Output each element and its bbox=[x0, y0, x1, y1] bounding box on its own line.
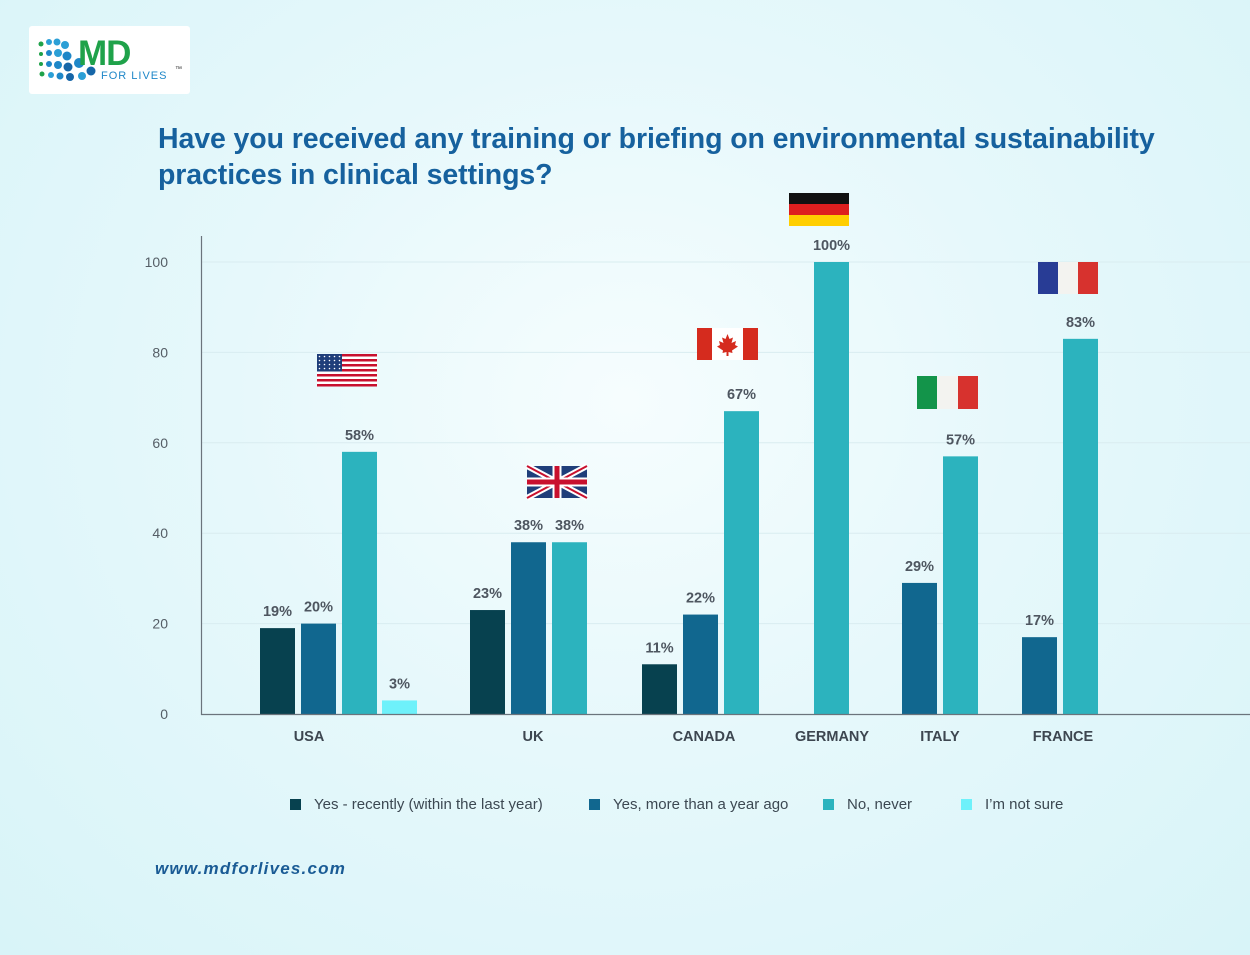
legend-swatch-recently bbox=[290, 799, 301, 810]
bar-italy-series-3 bbox=[943, 456, 978, 714]
bar-uk-series-2 bbox=[511, 542, 546, 714]
data-label-usa-series-3: 58% bbox=[345, 428, 374, 444]
data-label-usa-series-4: 3% bbox=[389, 676, 410, 692]
footer-url[interactable]: www.mdforlives.com bbox=[155, 859, 347, 878]
bar-usa-series-1 bbox=[260, 628, 295, 714]
bar-france-series-3 bbox=[1063, 338, 1098, 714]
y-tick-label: 20 bbox=[152, 616, 168, 632]
y-tick-label: 0 bbox=[160, 706, 168, 722]
bar-canada-series-3 bbox=[724, 411, 759, 714]
data-label-usa-series-1: 19% bbox=[263, 604, 292, 620]
bar-germany-series-3 bbox=[814, 262, 849, 714]
data-label-italy-series-3: 57% bbox=[946, 432, 975, 448]
data-labels: 19% 20% 58% 3% 23% 38% 38% 11% 22% 67% 100% 29% 57% 1… bbox=[263, 238, 1095, 692]
bars bbox=[260, 262, 1098, 714]
bar-france-series-2 bbox=[1022, 637, 1057, 714]
data-label-canada-series-3: 67% bbox=[727, 387, 756, 403]
canada-flag-icon bbox=[697, 328, 758, 360]
data-label-canada-series-2: 22% bbox=[686, 591, 715, 607]
legend-label-not-sure: I’m not sure bbox=[985, 796, 1064, 813]
chart-title: Have you received any training or briefi… bbox=[158, 123, 1155, 191]
bar-canada-series-2 bbox=[683, 614, 718, 714]
legend-label-over-a-year: Yes, more than a year ago bbox=[613, 796, 789, 813]
y-tick-label: 60 bbox=[152, 435, 168, 451]
category-label-italy: ITALY bbox=[920, 729, 960, 745]
y-tick-label: 100 bbox=[145, 254, 169, 270]
logo-text: MD bbox=[78, 34, 131, 73]
data-label-italy-series-2: 29% bbox=[905, 559, 934, 575]
category-label-germany: GERMANY bbox=[795, 729, 869, 745]
y-axis-ticks: 0 20 40 60 80 100 bbox=[145, 254, 169, 722]
bar-canada-series-1 bbox=[642, 664, 677, 714]
legend-label-recently: Yes - recently (within the last year) bbox=[314, 796, 543, 813]
data-label-france-series-3: 83% bbox=[1066, 315, 1095, 331]
y-tick-label: 80 bbox=[152, 344, 168, 360]
data-label-canada-series-1: 11% bbox=[645, 640, 673, 656]
category-label-canada: CANADA bbox=[673, 729, 736, 745]
logo-trademark: ™ bbox=[175, 66, 182, 73]
italy-flag-icon bbox=[917, 376, 978, 409]
data-label-france-series-2: 17% bbox=[1025, 613, 1054, 629]
data-label-uk-series-1: 23% bbox=[473, 586, 502, 602]
legend-label-never: No, never bbox=[847, 796, 913, 813]
data-label-uk-series-3: 38% bbox=[555, 518, 584, 534]
data-label-usa-series-2: 20% bbox=[304, 600, 333, 616]
bar-usa-series-3 bbox=[342, 451, 377, 714]
legend-swatch-not-sure bbox=[961, 799, 972, 810]
us-flag-icon bbox=[317, 354, 377, 387]
legend-item-not-sure: I’m not sure bbox=[961, 796, 1063, 813]
legend-swatch-never bbox=[823, 799, 834, 810]
legend-item-recently: Yes - recently (within the last year) bbox=[290, 796, 543, 813]
logo-subtext: FOR LIVES bbox=[101, 70, 168, 82]
bar-chart: 0 20 40 60 80 100 19% 20% 58% 3% 23% 38% 38% 11% 22% 6… bbox=[145, 193, 1250, 745]
bar-uk-series-1 bbox=[470, 610, 505, 714]
bar-uk-series-3 bbox=[552, 542, 587, 714]
germany-flag-icon bbox=[789, 193, 849, 226]
mdforlives-logo: MD FOR LIVES ™ bbox=[29, 26, 190, 94]
bar-usa-series-4 bbox=[382, 700, 417, 714]
legend-swatch-over-a-year bbox=[589, 799, 600, 810]
country-flags bbox=[317, 193, 1098, 501]
data-label-germany-series-3: 100% bbox=[813, 238, 850, 254]
legend: Yes - recently (within the last year) Ye… bbox=[0, 796, 1250, 818]
france-flag-icon bbox=[1038, 262, 1098, 294]
logo-dots-icon bbox=[38, 38, 96, 81]
bar-italy-series-2 bbox=[902, 582, 937, 714]
category-label-france: FRANCE bbox=[1033, 729, 1094, 745]
data-label-uk-series-2: 38% bbox=[514, 518, 543, 534]
legend-item-never: No, never bbox=[823, 796, 912, 813]
uk-flag-icon bbox=[525, 463, 589, 501]
y-tick-label: 40 bbox=[152, 525, 168, 541]
x-axis-categories: USA UK CANADA GERMANY ITALY FRANCE bbox=[294, 729, 1094, 745]
bar-usa-series-2 bbox=[301, 623, 336, 714]
legend-item-over-a-year: Yes, more than a year ago bbox=[589, 796, 788, 813]
category-label-usa: USA bbox=[294, 729, 325, 745]
category-label-uk: UK bbox=[523, 729, 544, 745]
